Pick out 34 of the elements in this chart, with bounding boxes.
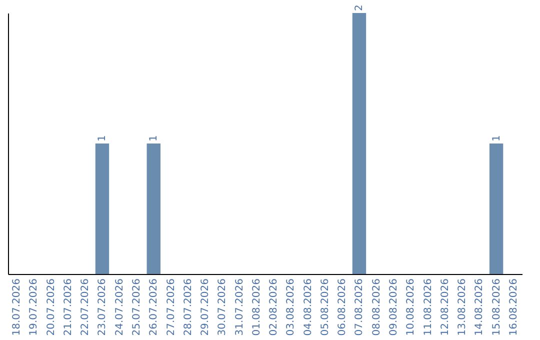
x-tick-label: 29.07.2026	[200, 278, 212, 336]
x-tick-label: 04.08.2026	[302, 278, 314, 336]
x-tick-label: 19.07.2026	[28, 278, 40, 336]
x-tick-label: 15.08.2026	[491, 278, 502, 336]
data-label: 2	[354, 4, 366, 11]
x-tick-label: 18.07.2026	[12, 278, 23, 336]
x-tick-label: 21.07.2026	[62, 278, 74, 336]
x-tick-label: 05.08.2026	[320, 278, 331, 336]
x-tick-label: 14.08.2026	[474, 278, 486, 336]
x-tick-label: 26.07.2026	[148, 278, 160, 336]
x-tick-label: 25.07.2026	[132, 278, 142, 336]
data-label: 1	[97, 135, 108, 142]
x-tick-label: 16.08.2026	[508, 278, 520, 336]
x-tick-label: 23.07.2026	[97, 278, 108, 336]
x-tick-label: 24.07.2026	[114, 278, 126, 336]
x-tick-label: 08.08.2026	[371, 278, 382, 336]
x-tick-label: 12.08.2026	[440, 278, 451, 336]
x-tick-label: 13.08.2026	[457, 278, 468, 336]
x-tick-label: 02.08.2026	[268, 278, 280, 336]
data-label: 1	[148, 135, 160, 142]
x-tick-label: 11.08.2026	[422, 278, 434, 336]
x-tick-label: 03.08.2026	[286, 278, 297, 336]
x-tick-label: 07.08.2026	[354, 278, 366, 336]
data-label: 1	[491, 135, 502, 142]
x-tick-label: 22.07.2026	[80, 278, 92, 336]
x-tick-label: 10.08.2026	[406, 278, 417, 336]
x-tick-label: 31.07.2026	[234, 278, 246, 336]
x-tick-label: 30.07.2026	[217, 278, 228, 336]
x-tick-label: 28.07.2026	[182, 278, 194, 336]
x-tick-label: 09.08.2026	[388, 278, 400, 336]
x-tick-label: 27.07.2026	[166, 278, 177, 336]
x-tick-label: 01.08.2026	[251, 278, 262, 336]
x-tick-label: 20.07.2026	[46, 278, 57, 336]
x-tick-label: 06.08.2026	[337, 278, 348, 336]
